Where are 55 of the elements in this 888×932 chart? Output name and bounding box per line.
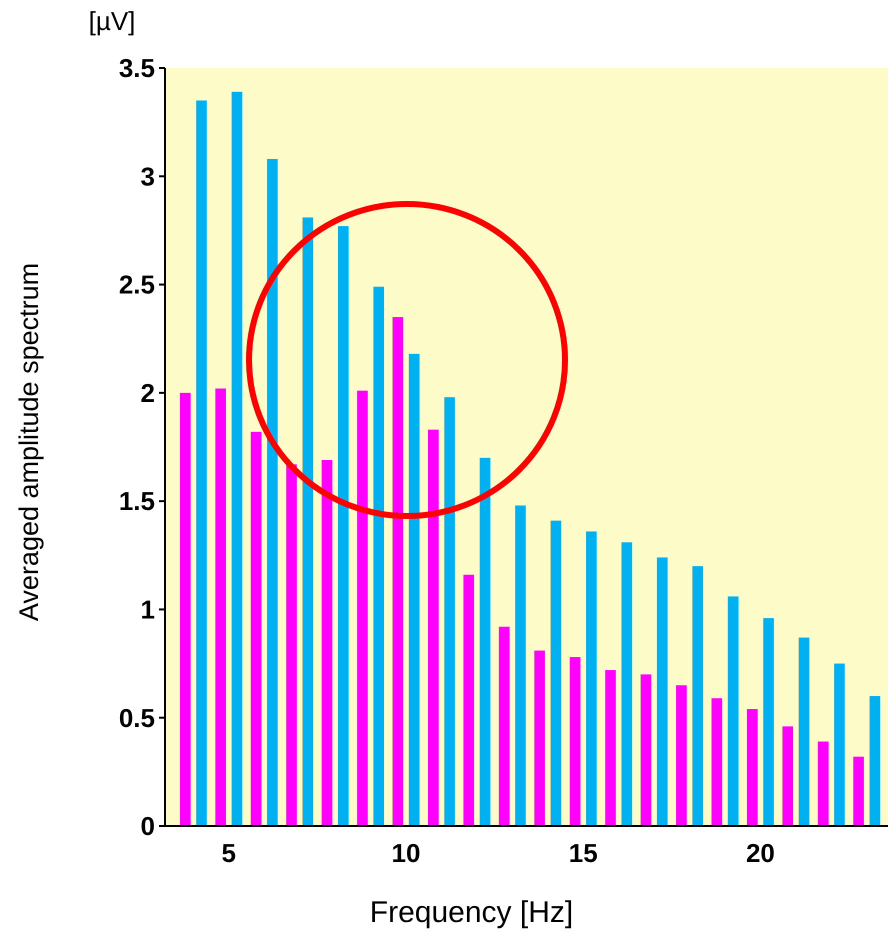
bar <box>515 505 526 826</box>
bar <box>338 226 349 826</box>
bar <box>728 596 738 826</box>
y-tick-label: 3 <box>140 161 155 192</box>
bar <box>480 458 490 826</box>
bar <box>215 388 226 826</box>
x-tick-label: 20 <box>746 838 775 868</box>
bar <box>712 698 722 826</box>
y-tick-label: 0.5 <box>118 702 155 733</box>
y-tick-label: 1 <box>140 594 155 625</box>
bar <box>605 670 616 826</box>
y-tick-label: 2.5 <box>118 270 155 300</box>
bar <box>853 756 864 826</box>
bar <box>834 664 845 826</box>
bar <box>798 638 810 826</box>
bar <box>463 574 474 826</box>
bar <box>392 317 404 826</box>
bar <box>286 464 297 826</box>
bar <box>692 566 703 826</box>
bar <box>640 674 652 826</box>
x-axis-title: Frequency [Hz] <box>370 896 574 929</box>
bar <box>676 685 687 826</box>
bar <box>570 657 580 826</box>
y-tick-label: 0 <box>140 811 155 842</box>
bar <box>746 709 758 826</box>
x-tick-label: 10 <box>392 838 420 868</box>
text: [µV] <box>88 6 136 36</box>
y-tick-label: 3.5 <box>118 53 155 84</box>
bar <box>763 618 774 826</box>
bar <box>428 430 439 826</box>
bar <box>586 531 597 826</box>
bar <box>818 742 828 826</box>
bar <box>534 650 545 826</box>
y-tick-label: 2 <box>140 378 155 408</box>
bar <box>250 432 262 826</box>
bar <box>180 392 191 826</box>
bar <box>550 520 562 826</box>
y-tick-label: 1.5 <box>118 486 155 516</box>
bar <box>408 354 420 826</box>
x-tick-label: 15 <box>568 838 598 868</box>
bar <box>322 460 332 826</box>
y-axis-title: Averaged amplitude spectrum <box>14 262 44 622</box>
bar <box>782 726 794 826</box>
bar <box>196 100 207 826</box>
bar <box>357 390 368 826</box>
bar <box>656 557 668 826</box>
bar <box>232 92 242 826</box>
bar <box>444 397 455 826</box>
bar <box>373 286 384 826</box>
bar <box>302 217 314 826</box>
bar <box>621 542 632 826</box>
x-tick-label: 5 <box>222 838 236 868</box>
bar <box>870 696 880 826</box>
bar <box>267 158 278 826</box>
bar <box>498 626 510 826</box>
